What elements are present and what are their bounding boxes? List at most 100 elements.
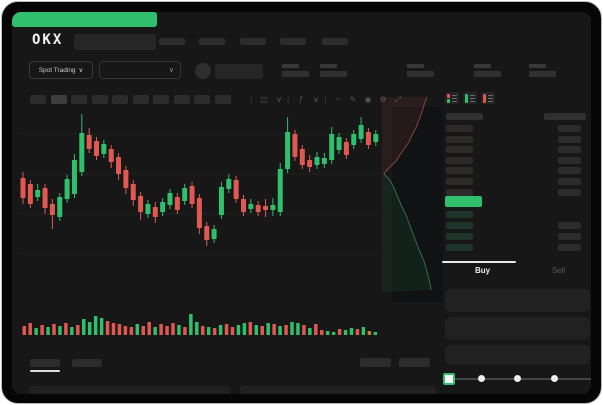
icon-bid-bar xyxy=(447,99,450,103)
timeframe-button-2[interactable] xyxy=(71,95,87,104)
bottom-action-1[interactable] xyxy=(399,358,430,367)
combined-book-icon[interactable] xyxy=(445,92,459,104)
nav-item-4[interactable] xyxy=(322,38,348,45)
market-stat-1 xyxy=(320,64,347,77)
bottom-action-0[interactable] xyxy=(360,358,391,367)
toolbar-separator: | xyxy=(250,94,253,104)
ask-row-amount xyxy=(558,125,581,132)
market-stat-0 xyxy=(282,64,309,77)
last-price-badge[interactable] xyxy=(445,196,482,207)
slider-stop-3[interactable] xyxy=(551,375,558,382)
coin-avatar xyxy=(195,63,211,79)
icon-line xyxy=(470,98,475,99)
ask-row-price[interactable] xyxy=(446,156,473,164)
ask-row-amount xyxy=(558,135,581,143)
icon-line xyxy=(488,101,493,102)
bids-book-icon[interactable] xyxy=(463,92,477,104)
nav-item-0[interactable] xyxy=(159,38,185,45)
timeframe-button-4[interactable] xyxy=(112,95,128,104)
bottom-tab-1[interactable] xyxy=(72,359,102,367)
ask-row-price[interactable] xyxy=(446,167,473,175)
bid-row-price[interactable] xyxy=(446,233,473,240)
stat-label-placeholder xyxy=(529,64,546,68)
bid-row-amount xyxy=(558,244,581,251)
timeframe-button-7[interactable] xyxy=(173,95,190,104)
stat-label-placeholder xyxy=(474,64,491,68)
tab-sell[interactable]: Sell xyxy=(551,266,566,275)
pair-selector-dropdown[interactable]: ∨ xyxy=(99,61,181,79)
ask-row-price[interactable] xyxy=(446,178,473,185)
icon-bar xyxy=(483,94,486,103)
draw-tool-icon[interactable]: ✎ xyxy=(349,95,357,104)
order-field-1[interactable] xyxy=(445,317,590,340)
search-input[interactable] xyxy=(74,34,156,50)
ask-row-amount xyxy=(558,167,581,175)
slider-handle[interactable] xyxy=(443,373,455,385)
stat-value-placeholder xyxy=(529,71,556,77)
timeframe-button-1[interactable] xyxy=(50,95,67,104)
asks-book-icon[interactable] xyxy=(481,92,495,104)
timeframe-button-3[interactable] xyxy=(91,95,108,104)
timeframe-button-6[interactable] xyxy=(153,95,169,104)
stat-value-placeholder xyxy=(282,71,309,77)
order-field-0[interactable] xyxy=(445,289,590,312)
slider-stop-2[interactable] xyxy=(514,375,521,382)
candle-style-icon[interactable]: ◫ xyxy=(260,95,268,104)
bottom-active-tab-indicator xyxy=(30,370,60,372)
timeframe-button-8[interactable] xyxy=(194,95,210,104)
buy-submit-button[interactable] xyxy=(12,12,157,27)
bottom-panel-0 xyxy=(30,386,230,394)
icon-bar xyxy=(465,94,468,103)
ask-row-price[interactable] xyxy=(446,188,473,196)
icon-line xyxy=(488,98,493,99)
pair-ticker-placeholder xyxy=(215,64,263,79)
market-stat-4 xyxy=(529,64,556,77)
icon-ask-bar xyxy=(447,94,450,98)
timeframe-button-5[interactable] xyxy=(132,95,149,104)
ob-header-price xyxy=(446,113,483,120)
ask-row-amount xyxy=(558,156,581,164)
nav-item-3[interactable] xyxy=(280,38,306,45)
toolbar-separator: | xyxy=(324,94,327,104)
ask-row-amount xyxy=(558,178,581,185)
spot-trading-dropdown[interactable]: Spot Trading ∨ xyxy=(29,61,93,79)
bottom-panel-1 xyxy=(240,386,436,394)
nav-item-2[interactable] xyxy=(240,38,266,45)
bid-row-price[interactable] xyxy=(446,211,473,218)
chevron-down-icon[interactable]: ∨ xyxy=(276,95,282,104)
fullscreen-icon[interactable]: ⤢ xyxy=(394,95,402,104)
ask-row-price[interactable] xyxy=(446,135,473,143)
stat-label-placeholder xyxy=(320,64,337,68)
icon-line xyxy=(488,95,493,96)
ask-row-price[interactable] xyxy=(446,146,473,154)
line-tool-icon[interactable]: ~ xyxy=(335,95,341,104)
ask-row-amount xyxy=(558,188,581,196)
timeframe-button-9[interactable] xyxy=(214,95,231,104)
icon-line xyxy=(452,101,457,102)
bottom-tab-0[interactable] xyxy=(30,359,60,367)
bid-row-price[interactable] xyxy=(446,222,473,229)
stat-value-placeholder xyxy=(407,71,434,77)
screenshot-icon[interactable]: ◉ xyxy=(364,95,372,104)
ask-row-price[interactable] xyxy=(446,125,473,132)
icon-line xyxy=(452,95,457,96)
indicators-icon[interactable]: ƒ xyxy=(298,95,304,104)
active-tab-indicator xyxy=(442,261,516,263)
slider-stop-1[interactable] xyxy=(478,375,485,382)
chevron-down-icon[interactable]: ∨ xyxy=(313,95,319,104)
tab-buy[interactable]: Buy xyxy=(474,266,491,275)
settings-icon[interactable]: ⚙ xyxy=(379,95,387,104)
ob-header-amount xyxy=(544,113,586,120)
market-stat-3 xyxy=(474,64,501,77)
bid-row-amount xyxy=(558,233,581,240)
order-field-2[interactable] xyxy=(445,345,590,365)
timeframe-button-0[interactable] xyxy=(30,95,46,104)
app-screen: OKX Spot Trading ∨ ∨ | ◫ ∨ | ƒ ∨ | ~ ✎ ◉ ⚙ ⤢ xyxy=(12,12,591,394)
nav-item-1[interactable] xyxy=(199,38,225,45)
icon-line xyxy=(470,95,475,96)
ask-row-amount xyxy=(558,146,581,154)
bid-row-price[interactable] xyxy=(446,244,473,251)
icon-line xyxy=(452,98,457,99)
